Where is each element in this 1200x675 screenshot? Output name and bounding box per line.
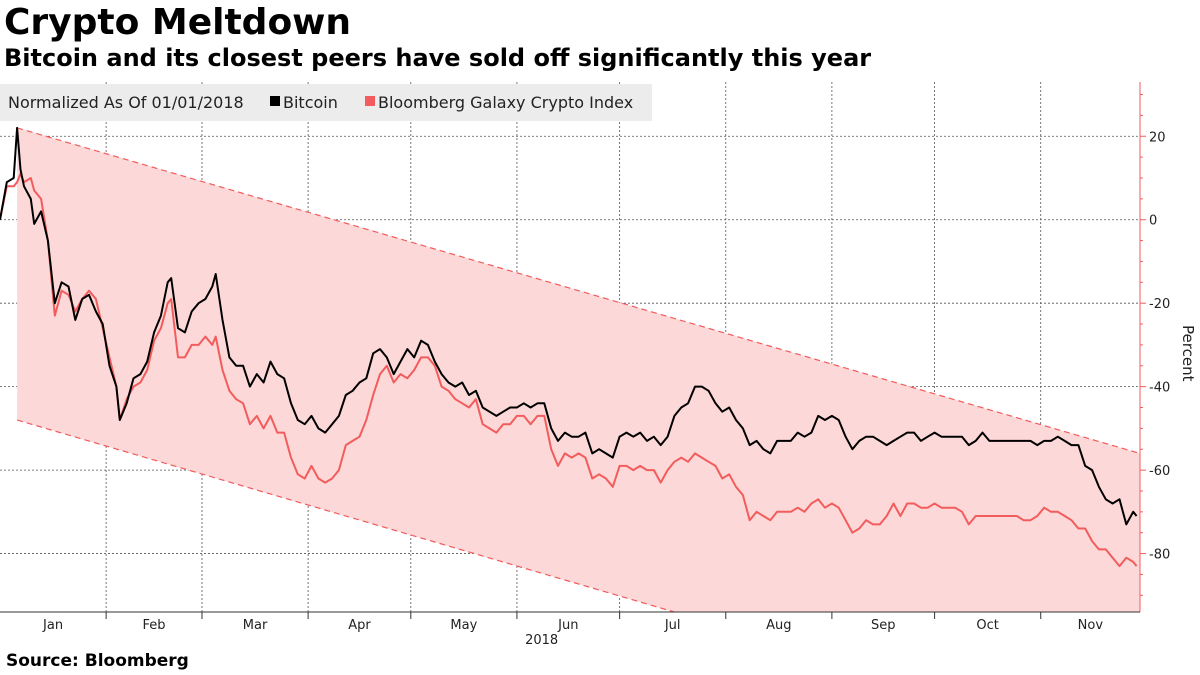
legend-title: Normalized As Of 01/01/2018 [8, 93, 244, 112]
series-line-bitcoin [0, 126, 1138, 526]
legend: Normalized As Of 01/01/2018 Bitcoin Bloo… [0, 84, 652, 121]
legend-label-bitcoin: Bitcoin [283, 93, 338, 112]
legend-label-galaxy-index: Bloomberg Galaxy Crypto Index [378, 93, 633, 112]
channel-fill [17, 127, 1141, 612]
legend-swatch-bitcoin [270, 96, 280, 106]
y-axis-tick-label: -80 [1149, 548, 1170, 563]
x-axis-tick-label: Feb [143, 618, 166, 633]
x-axis-tick-label: May [450, 618, 477, 633]
y-axis-tick-label: -60 [1149, 464, 1170, 479]
x-axis-tick-label: Apr [348, 618, 371, 633]
axes: 2018 Percent Jan Feb Mar Apr May Jun Jul Aug Sep… [0, 82, 1197, 648]
x-axis-tick-label: Mar [243, 618, 268, 633]
legend-background [0, 84, 652, 121]
x-axis-tick-label: Jun [557, 618, 578, 633]
source-note: Source: Bloomberg [6, 651, 189, 671]
trend-channel [16, 127, 1141, 613]
legend-swatch-galaxy-index [365, 96, 375, 106]
channel-lower-line [16, 419, 675, 613]
y-axis-tick-label: 0 [1149, 214, 1157, 229]
x-axis-tick-label: Jul [664, 618, 681, 633]
y-axis-tick-label: 20 [1149, 130, 1166, 145]
series-line-galaxy-index [0, 172, 1138, 568]
x-axis-tick-label: Jan [42, 618, 63, 633]
x-axis-tick-label: Oct [976, 618, 998, 633]
chart-subtitle: Bitcoin and its closest peers have sold … [4, 44, 872, 72]
chart-title: Crypto Meltdown [4, 2, 352, 43]
y-axis-tick-label: -40 [1149, 381, 1170, 396]
x-axis-year-label: 2018 [525, 633, 558, 648]
x-axis-tick-label: Nov [1078, 618, 1104, 633]
x-axis-tick-label: Sep [871, 618, 896, 633]
y-axis-title: Percent [1179, 325, 1197, 382]
x-axis-tick-label: Aug [766, 618, 791, 633]
channel-upper-line [16, 127, 1141, 454]
y-axis-tick-label: -20 [1149, 297, 1170, 312]
series-lines [0, 126, 1138, 568]
